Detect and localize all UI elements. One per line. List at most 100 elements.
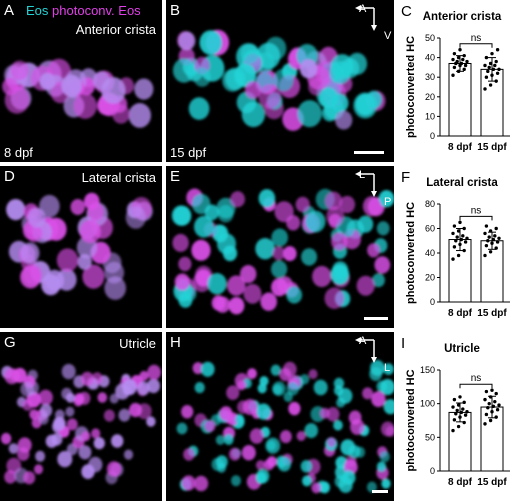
data-point [452, 224, 457, 228]
cell [6, 199, 26, 221]
cell [123, 449, 134, 460]
significance-bracket [459, 215, 493, 221]
cell [249, 428, 264, 444]
data-point [462, 53, 466, 58]
y-tick-label: 20 [425, 273, 435, 283]
data-point [454, 239, 458, 243]
cell [192, 272, 211, 293]
cell [228, 297, 245, 315]
cell [383, 399, 394, 415]
chart-utricle: Utricle photoconverted HC 0 50 100 150 8 dpf 15… [405, 343, 510, 488]
cell [61, 387, 73, 400]
y-axis-label: photoconverted HC [405, 36, 417, 138]
panel-h-image: H A L [166, 332, 394, 501]
x-tick-label: 15 dpf [477, 308, 507, 319]
y-tick-label: 60 [425, 224, 435, 234]
cell [260, 292, 277, 311]
axis-letter-a: A [359, 335, 367, 347]
cell [335, 110, 353, 130]
cell [332, 261, 349, 279]
data-point [452, 51, 457, 56]
cell [277, 456, 291, 472]
cell [357, 215, 374, 233]
cell [125, 206, 146, 229]
data-point [461, 57, 465, 62]
cell [243, 283, 262, 304]
data-point [497, 403, 501, 407]
data-point [459, 237, 464, 242]
cell [241, 445, 256, 461]
data-point [495, 48, 500, 52]
cell [8, 443, 19, 454]
bar-15-dpf [480, 240, 504, 303]
cell [212, 224, 226, 239]
panel-label-a: A [4, 2, 15, 19]
data-point [456, 253, 461, 258]
data-point [458, 48, 462, 52]
data-point [488, 250, 493, 254]
panel-label-f: F [401, 169, 411, 186]
cell [330, 54, 354, 80]
cell [194, 215, 214, 238]
data-point [491, 237, 496, 242]
data-point [490, 51, 494, 56]
cell [340, 439, 356, 456]
data-point [484, 75, 489, 79]
data-point [486, 406, 490, 410]
data-point [483, 63, 487, 68]
cell [272, 246, 285, 261]
cell [313, 379, 328, 396]
cell [147, 364, 162, 380]
data-point [493, 63, 497, 68]
cell [300, 460, 313, 473]
cell [139, 370, 149, 381]
cell [271, 228, 288, 247]
cell [38, 413, 49, 425]
data-point [494, 226, 498, 231]
cell [204, 420, 216, 432]
cell [103, 409, 115, 422]
data-point [452, 397, 457, 402]
cell [215, 455, 228, 469]
cell [80, 371, 94, 386]
cell [376, 221, 390, 236]
y-tick-label: 150 [420, 365, 435, 375]
data-point [456, 424, 461, 429]
cell [223, 434, 234, 445]
cell [79, 219, 101, 244]
data-point [487, 401, 491, 406]
cell [356, 275, 375, 296]
y-tick-label: 0 [430, 131, 435, 141]
data-point [465, 236, 469, 240]
cell [273, 68, 294, 92]
lateral-crista-15dpf-cells [171, 188, 394, 315]
data-point [484, 55, 489, 60]
orientation-arrow-icon [355, 337, 377, 363]
cell [304, 423, 318, 439]
data-point [459, 61, 464, 66]
cell [10, 60, 29, 81]
data-point [487, 235, 491, 239]
cell [312, 265, 332, 288]
panel-label-g: G [4, 334, 16, 351]
cell [326, 407, 340, 422]
cell [219, 406, 233, 421]
data-point [463, 63, 468, 68]
cell [172, 58, 196, 83]
cell [279, 367, 292, 382]
cell [350, 419, 365, 435]
cell [111, 434, 124, 448]
cell [311, 482, 322, 494]
scale-bar [364, 317, 388, 320]
data-point [487, 65, 491, 70]
cell [106, 461, 122, 477]
cell [23, 471, 36, 485]
cell [215, 435, 225, 445]
data-point [459, 410, 464, 415]
cell [39, 72, 56, 91]
cell [380, 378, 394, 396]
cell [256, 468, 270, 484]
panel-c-graph: C Anterior crista photoconverted HC 0 10 20 3… [398, 0, 520, 166]
cell [191, 193, 211, 215]
cell [362, 387, 374, 400]
